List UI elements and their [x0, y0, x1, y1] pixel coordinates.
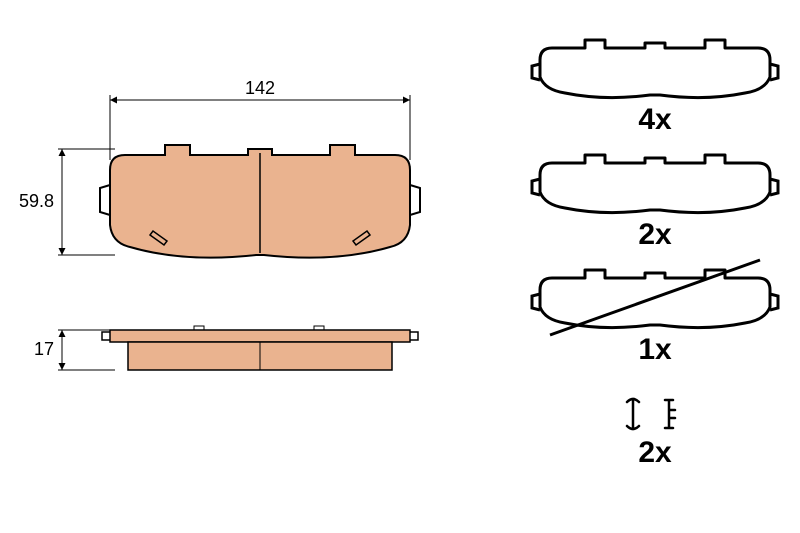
shim-outline — [540, 155, 770, 213]
qty-clips-2x: 2x — [638, 436, 672, 469]
qty-1x: 1x — [638, 333, 672, 366]
dim-height-label: 59.8 — [19, 191, 54, 211]
dim-width-label: 142 — [245, 78, 275, 98]
pin-icon — [665, 400, 675, 428]
dim-thickness-label: 17 — [34, 339, 54, 359]
qty-2x: 2x — [638, 218, 672, 251]
qty-4x: 4x — [638, 103, 672, 136]
shim-outline — [540, 40, 770, 98]
brake-pad-side-backplate — [110, 330, 410, 342]
clip-icon — [627, 399, 639, 429]
